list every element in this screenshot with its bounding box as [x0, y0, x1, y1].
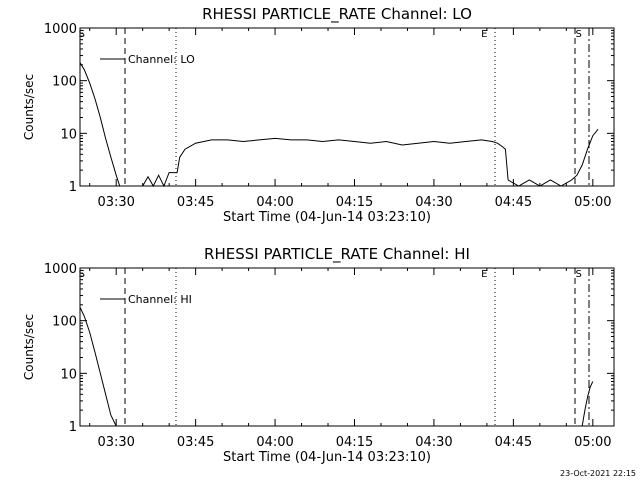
x-tick-label: 03:30	[97, 195, 134, 210]
x-tick-label: 04:00	[256, 435, 293, 450]
legend-label: Channel: LO	[128, 53, 195, 66]
y-tick-label: 10	[60, 127, 77, 142]
footer-date: 23-Oct-2021 22:15	[560, 469, 636, 478]
x-tick-label: 03:45	[177, 435, 214, 450]
x-tick-label: 05:00	[574, 435, 611, 450]
chart-title: RHESSI PARTICLE_RATE Channel: LO	[202, 5, 472, 24]
x-tick-label: 04:30	[415, 195, 452, 210]
y-tick-label: 1000	[44, 22, 77, 37]
chart-panel-lo: RHESSI PARTICLE_RATE Channel: LO 1 10 100 10…	[22, 5, 615, 225]
x-tick-label: 03:45	[177, 195, 214, 210]
x-tick-label: 03:30	[97, 435, 134, 450]
chart-title: RHESSI PARTICLE_RATE Channel: HI	[204, 245, 470, 264]
y-axis-label: Counts/sec	[22, 74, 36, 140]
series-line-channel-hi	[581, 381, 594, 427]
event-marker-s: S	[79, 29, 85, 40]
x-axis-label: Start Time (04-Jun-14 03:23:10)	[223, 210, 431, 225]
x-tick-label: 04:45	[495, 435, 532, 450]
y-axis-label: Counts/sec	[22, 314, 36, 380]
y-tick-label: 1	[69, 420, 77, 435]
event-marker-s: S	[576, 269, 582, 280]
x-tick-label: 05:00	[574, 195, 611, 210]
plot-frame	[79, 267, 615, 427]
x-axis-label: Start Time (04-Jun-14 03:23:10)	[223, 450, 431, 465]
y-tick-label: 10	[60, 367, 77, 382]
y-tick-label: 100	[52, 315, 77, 330]
x-tick-label: 04:45	[495, 195, 532, 210]
series-line-channel-hi	[79, 306, 117, 427]
x-tick-label: 04:15	[336, 195, 373, 210]
y-tick-label: 100	[52, 75, 77, 90]
event-marker-e: E	[481, 29, 487, 40]
x-tick-label: 04:30	[415, 435, 452, 450]
event-marker-e: E	[481, 269, 487, 280]
plot-frame	[79, 27, 615, 187]
x-tick-label: 04:15	[336, 435, 373, 450]
chart-panel-hi: RHESSI PARTICLE_RATE Channel: HI 1 10 100 10…	[22, 245, 615, 465]
series-line-channel-lo	[79, 62, 599, 188]
event-marker-s: S	[79, 269, 85, 280]
event-marker-s: S	[576, 29, 582, 40]
y-tick-label: 1000	[44, 262, 77, 277]
legend-label: Channel: HI	[128, 293, 192, 306]
x-tick-label: 04:00	[256, 195, 293, 210]
y-tick-label: 1	[69, 180, 77, 195]
